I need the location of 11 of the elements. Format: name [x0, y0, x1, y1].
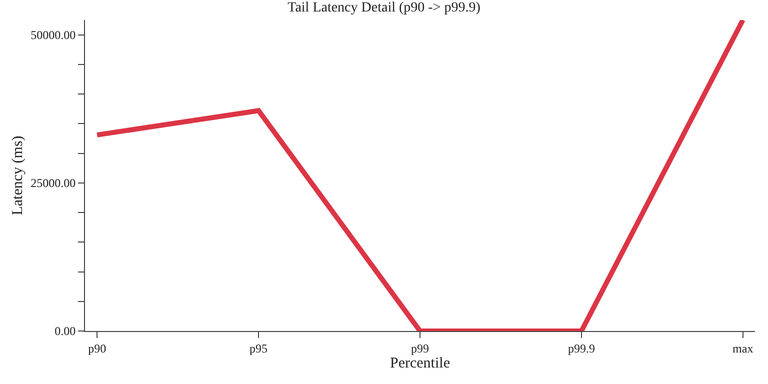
x-tick-label: p90: [88, 341, 106, 356]
x-tick-label: p99.9: [568, 341, 595, 356]
x-tick-label: p99: [411, 341, 429, 356]
x-axis-title: Percentile: [390, 355, 450, 372]
y-axis-title: Latency (ms): [10, 136, 26, 216]
x-tick-label: max: [732, 341, 754, 356]
y-tick-label: 0.00: [54, 324, 76, 338]
y-tick-label: 25000.00: [30, 176, 76, 190]
x-tick-label: p95: [250, 341, 268, 356]
chart-title: Tail Latency Detail (p90 -> p99.9): [288, 0, 481, 16]
y-tick-label: 50000.00: [30, 28, 76, 42]
